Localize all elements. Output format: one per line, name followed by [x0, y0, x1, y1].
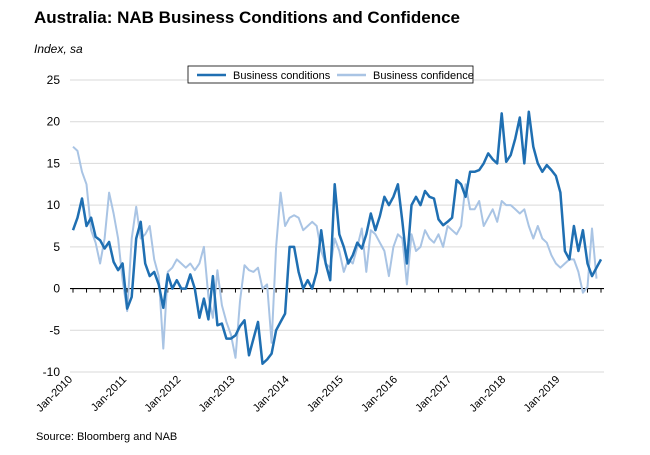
- legend: Business conditions Business confidence: [187, 65, 474, 84]
- y-axis-label: Index, sa: [34, 42, 83, 56]
- y-tick-label: 15: [47, 156, 61, 170]
- chart-title: Australia: NAB Business Conditions and C…: [34, 8, 460, 27]
- x-tick-label: Jan-2016: [359, 374, 400, 415]
- x-tick-label: Jan-2015: [305, 374, 346, 415]
- x-tick-label: Jan-2018: [467, 374, 508, 415]
- x-tick-label: Jan-2014: [251, 374, 292, 415]
- y-tick-label: 20: [47, 115, 61, 129]
- series-line-business-confidence: [72, 145, 598, 359]
- x-axis-ticks: Jan-2010 Jan-2011 Jan-2012 Jan-2013 Jan-2014…: [34, 288, 602, 415]
- legend-box: [187, 65, 474, 84]
- y-axis-ticks: -10 -5 0 5 10 15 20 25: [43, 73, 61, 379]
- x-tick-label: Jan-2012: [143, 374, 184, 415]
- legend-label-business-confidence: Business confidence: [373, 70, 474, 82]
- y-tick-label: 0: [53, 282, 60, 296]
- y-tick-label: -10: [43, 365, 61, 379]
- source-note: Source: Bloomberg and NAB: [36, 431, 178, 443]
- x-tick-label: Jan-2011: [89, 374, 129, 414]
- y-tick-label: 10: [47, 198, 61, 212]
- y-tick-label: -5: [49, 323, 60, 337]
- x-tick-label: Jan-2010: [34, 374, 75, 415]
- x-tick-label: Jan-2017: [413, 374, 454, 415]
- y-tick-label: 25: [47, 73, 61, 87]
- series-line-business-conditions: [71, 110, 603, 365]
- legend-label-business-conditions: Business conditions: [233, 70, 331, 82]
- series-lines: [71, 110, 603, 365]
- x-tick-label: Jan-2019: [522, 374, 563, 415]
- y-tick-label: 5: [53, 240, 60, 254]
- x-tick-label: Jan-2013: [197, 374, 238, 415]
